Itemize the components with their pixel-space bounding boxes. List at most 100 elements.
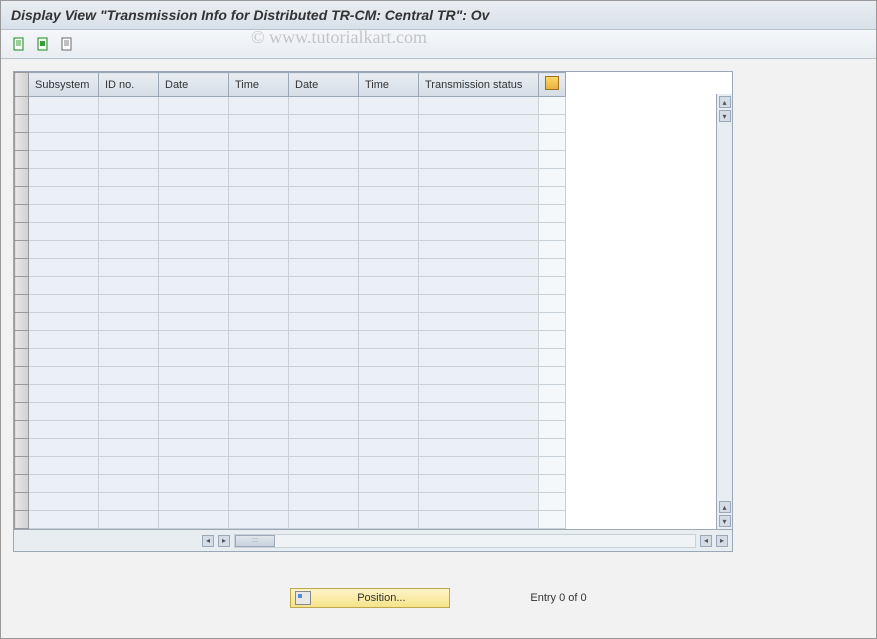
scroll-down-bottom-icon[interactable]: ▾	[719, 515, 731, 527]
cell[interactable]	[229, 277, 289, 295]
cell[interactable]	[289, 439, 359, 457]
cell[interactable]	[99, 277, 159, 295]
doc-plain-icon[interactable]	[57, 34, 77, 54]
cell[interactable]	[289, 421, 359, 439]
cell[interactable]	[99, 439, 159, 457]
cell[interactable]	[29, 331, 99, 349]
cell[interactable]	[359, 457, 419, 475]
table-settings-icon[interactable]	[545, 76, 559, 90]
row-selector[interactable]	[15, 439, 29, 457]
cell[interactable]	[359, 97, 419, 115]
cell[interactable]	[159, 277, 229, 295]
cell[interactable]	[229, 457, 289, 475]
row-selector[interactable]	[15, 205, 29, 223]
cell[interactable]	[99, 457, 159, 475]
table-row[interactable]	[15, 511, 566, 529]
cell[interactable]	[229, 475, 289, 493]
cell[interactable]	[229, 259, 289, 277]
cell[interactable]	[99, 331, 159, 349]
horizontal-scrollbar[interactable]: ◂ ▸ ::: ◂ ▸	[14, 529, 732, 551]
cell[interactable]	[419, 205, 539, 223]
cell[interactable]	[229, 385, 289, 403]
cell[interactable]	[229, 313, 289, 331]
row-selector[interactable]	[15, 403, 29, 421]
cell[interactable]	[229, 493, 289, 511]
cell[interactable]	[99, 421, 159, 439]
cell[interactable]	[159, 439, 229, 457]
cell[interactable]	[229, 97, 289, 115]
cell[interactable]	[289, 169, 359, 187]
cell[interactable]	[29, 475, 99, 493]
cell[interactable]	[229, 133, 289, 151]
cell[interactable]	[419, 493, 539, 511]
hscroll-thumb[interactable]: :::	[235, 535, 275, 547]
cell[interactable]	[159, 115, 229, 133]
cell[interactable]	[359, 133, 419, 151]
cell[interactable]	[229, 241, 289, 259]
cell[interactable]	[159, 241, 229, 259]
cell[interactable]	[359, 403, 419, 421]
cell[interactable]	[359, 493, 419, 511]
cell[interactable]	[289, 349, 359, 367]
cell[interactable]	[359, 223, 419, 241]
cell[interactable]	[419, 421, 539, 439]
cell[interactable]	[29, 349, 99, 367]
row-selector[interactable]	[15, 151, 29, 169]
cell[interactable]	[99, 385, 159, 403]
cell[interactable]	[229, 223, 289, 241]
cell[interactable]	[159, 187, 229, 205]
cell[interactable]	[159, 223, 229, 241]
cell[interactable]	[29, 385, 99, 403]
cell[interactable]	[229, 511, 289, 529]
cell[interactable]	[99, 115, 159, 133]
cell[interactable]	[159, 385, 229, 403]
col-header-date2[interactable]: Date	[289, 73, 359, 97]
doc-green-1-icon[interactable]	[9, 34, 29, 54]
row-selector[interactable]	[15, 223, 29, 241]
cell[interactable]	[289, 151, 359, 169]
cell[interactable]	[29, 403, 99, 421]
row-selector[interactable]	[15, 169, 29, 187]
cell[interactable]	[289, 223, 359, 241]
cell[interactable]	[99, 511, 159, 529]
row-selector[interactable]	[15, 421, 29, 439]
row-selector[interactable]	[15, 493, 29, 511]
cell[interactable]	[419, 115, 539, 133]
cell[interactable]	[289, 187, 359, 205]
cell[interactable]	[29, 439, 99, 457]
col-header-date1[interactable]: Date	[159, 73, 229, 97]
cell[interactable]	[419, 403, 539, 421]
cell[interactable]	[29, 421, 99, 439]
cell[interactable]	[229, 439, 289, 457]
row-selector[interactable]	[15, 331, 29, 349]
row-selector[interactable]	[15, 475, 29, 493]
cell[interactable]	[99, 97, 159, 115]
cell[interactable]	[419, 133, 539, 151]
cell[interactable]	[419, 277, 539, 295]
cell[interactable]	[359, 439, 419, 457]
cell[interactable]	[29, 115, 99, 133]
row-selector[interactable]	[15, 277, 29, 295]
cell[interactable]	[159, 511, 229, 529]
cell[interactable]	[419, 475, 539, 493]
table-row[interactable]	[15, 439, 566, 457]
scroll-up-icon[interactable]: ▾	[719, 110, 731, 122]
cell[interactable]	[229, 349, 289, 367]
cell[interactable]	[29, 295, 99, 313]
cell[interactable]	[159, 169, 229, 187]
col-header-time2[interactable]: Time	[359, 73, 419, 97]
cell[interactable]	[289, 277, 359, 295]
cell[interactable]	[99, 151, 159, 169]
row-selector[interactable]	[15, 115, 29, 133]
cell[interactable]	[159, 97, 229, 115]
scroll-left-end-icon[interactable]: ◂	[202, 535, 214, 547]
cell[interactable]	[359, 169, 419, 187]
cell[interactable]	[229, 367, 289, 385]
table-row[interactable]	[15, 457, 566, 475]
scroll-right-end-icon[interactable]: ▸	[716, 535, 728, 547]
cell[interactable]	[289, 313, 359, 331]
table-row[interactable]	[15, 259, 566, 277]
row-selector[interactable]	[15, 97, 29, 115]
cell[interactable]	[419, 223, 539, 241]
cell[interactable]	[99, 133, 159, 151]
